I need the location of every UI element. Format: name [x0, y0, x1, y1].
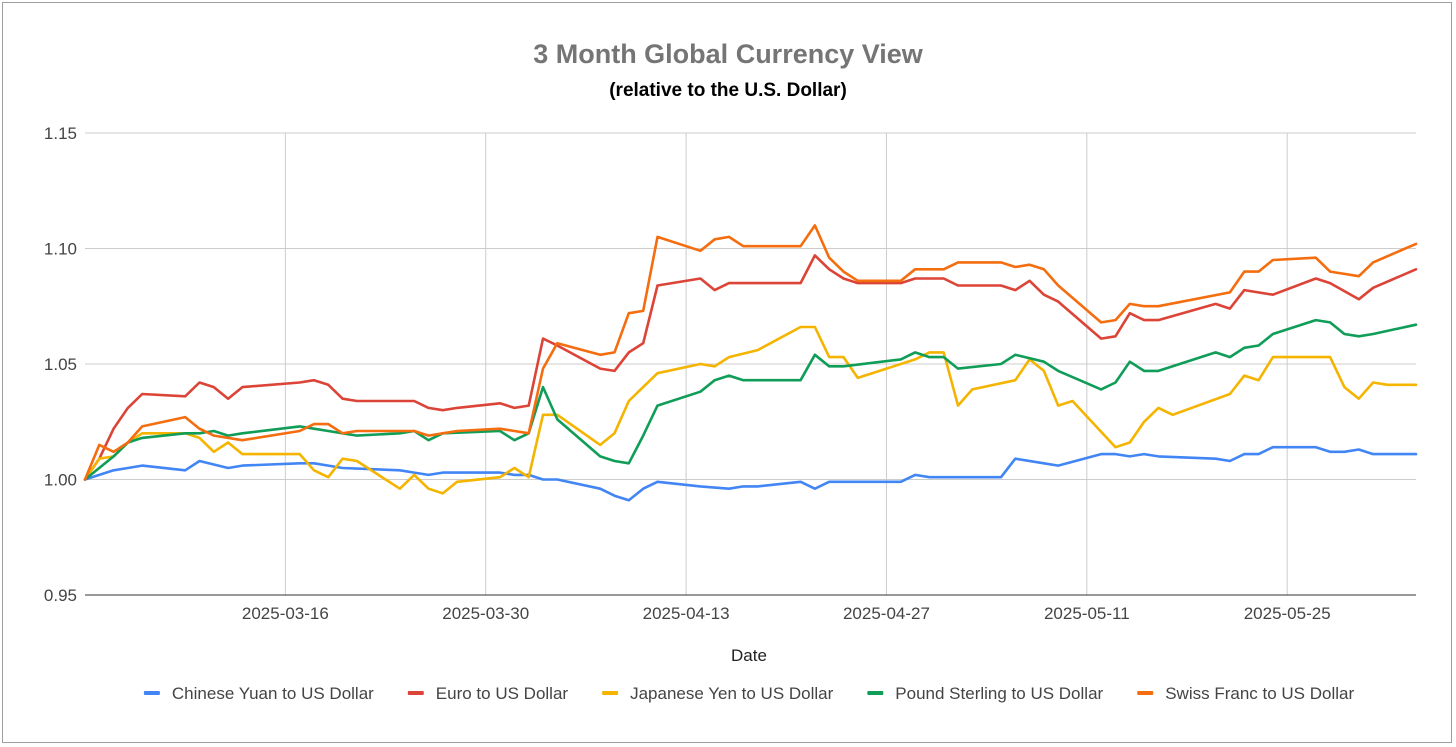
legend-label: Chinese Yuan to US Dollar [172, 684, 374, 703]
series-line-japanese-yen-to-us-dollar [83, 325, 1418, 495]
legend-item: Chinese Yuan to US Dollar [143, 684, 374, 703]
x-tick-label: 2025-03-30 [442, 604, 529, 623]
x-axis-ticks: 2025-03-16 2025-03-30 2025-04-13 2025-04-27… [242, 604, 1331, 623]
legend-item: Swiss Franc to US Dollar [1137, 684, 1354, 703]
x-axis-title: Date [731, 646, 767, 665]
y-tick-label: 1.00 [44, 471, 77, 490]
legend-label: Japanese Yen to US Dollar [630, 684, 834, 703]
legend-swatch [407, 691, 424, 695]
legend-label: Euro to US Dollar [436, 684, 569, 703]
legend-swatch [867, 691, 884, 695]
legend-label: Swiss Franc to US Dollar [1165, 684, 1354, 703]
series-line-euro-to-us-dollar [83, 254, 1418, 481]
chart-subtitle: (relative to the U.S. Dollar) [609, 80, 847, 101]
x-tick-label: 2025-05-25 [1244, 604, 1331, 623]
y-tick-label: 1.10 [44, 240, 77, 259]
legend-swatch [1137, 691, 1154, 695]
x-tick-label: 2025-03-16 [242, 604, 329, 623]
x-tick-label: 2025-05-11 [1044, 604, 1130, 623]
series-line-pound-sterling-to-us-dollar [83, 318, 1418, 481]
legend-swatch [143, 691, 160, 695]
legend-swatch [602, 691, 619, 695]
x-tick-label: 2025-04-27 [843, 604, 930, 623]
legend-item: Pound Sterling to US Dollar [867, 684, 1104, 703]
x-tick-label: 2025-04-13 [643, 604, 730, 623]
legend: Chinese Yuan to US Dollar Euro to US Doll… [143, 684, 1354, 703]
gridlines [85, 132, 1416, 596]
legend-item: Euro to US Dollar [407, 684, 569, 703]
y-axis-ticks: 0.95 1.00 1.05 1.10 1.15 [44, 124, 77, 605]
chart-title: 3 Month Global Currency View [533, 39, 924, 69]
legend-item: Japanese Yen to US Dollar [602, 684, 834, 703]
y-tick-label: 1.05 [44, 355, 77, 374]
legend-label: Pound Sterling to US Dollar [895, 684, 1103, 703]
series-lines [83, 224, 1418, 502]
y-tick-label: 0.95 [44, 586, 77, 605]
y-tick-label: 1.15 [44, 124, 77, 143]
series-line-chinese-yuan-to-us-dollar [83, 445, 1418, 502]
series-line-swiss-franc-to-us-dollar [83, 224, 1418, 481]
